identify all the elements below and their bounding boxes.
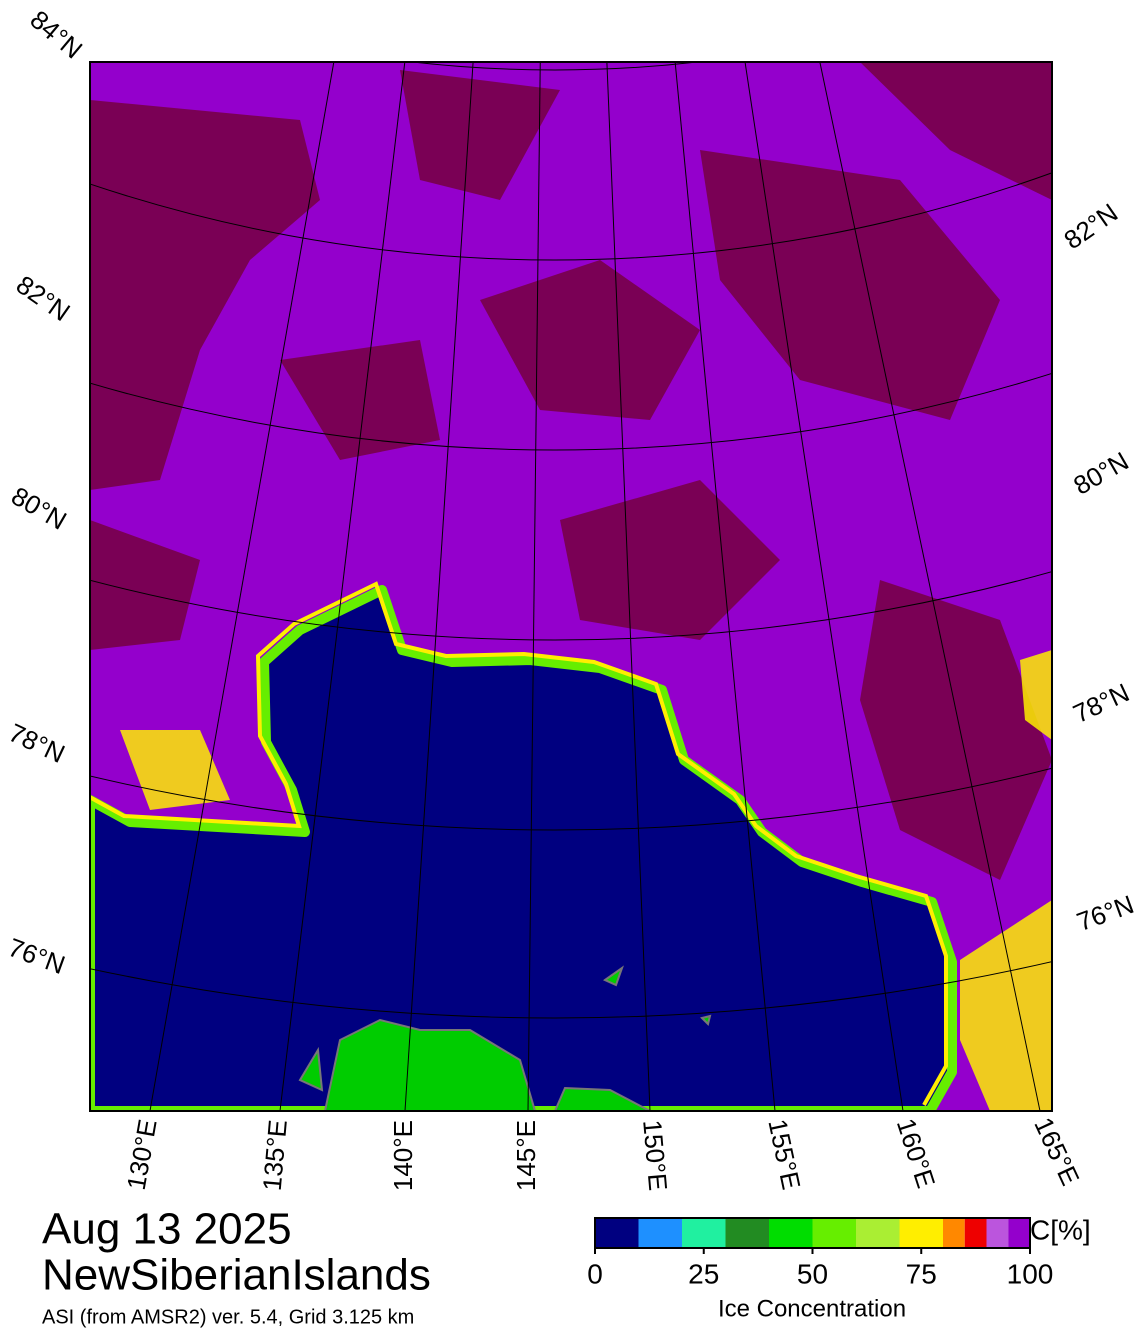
lat-label: 76°N xyxy=(4,932,69,980)
meridian xyxy=(819,62,1041,1111)
colorbar-unit: C[%] xyxy=(1030,1214,1091,1245)
dense-ice-patches xyxy=(90,62,1052,880)
colorbar-bin xyxy=(812,1218,856,1248)
meridian xyxy=(279,62,406,1111)
lat-label: 80°N xyxy=(6,481,71,536)
source: ASI (from AMSR2) ver. 5.4, Grid 3.125 km xyxy=(42,1306,414,1328)
lat-label: 78°N xyxy=(4,717,69,769)
region: NewSiberianIslands xyxy=(42,1251,431,1300)
colorbar-tick-label: 50 xyxy=(797,1258,828,1289)
meridian xyxy=(606,62,651,1111)
lat-label: 82°N xyxy=(1058,197,1123,255)
meridian xyxy=(149,62,335,1111)
lat-label: 82°N xyxy=(11,269,76,327)
lat-label: 76°N xyxy=(1073,889,1138,937)
colorbar-tick-label: 25 xyxy=(688,1258,719,1289)
colorbar-bin xyxy=(899,1218,943,1248)
parallel xyxy=(90,171,1052,261)
lat-label: 78°N xyxy=(1068,677,1133,729)
islands xyxy=(298,965,712,1111)
graticule xyxy=(90,62,1052,1111)
colorbar-title: Ice Concentration xyxy=(718,1295,906,1322)
colorbar-bin xyxy=(638,1218,682,1248)
parallel xyxy=(90,372,1052,451)
colorbar-bin xyxy=(856,1218,900,1248)
colorbar-bin xyxy=(682,1218,726,1248)
parallel xyxy=(410,62,700,71)
colorbar-bin xyxy=(1008,1218,1030,1248)
ice-edge xyxy=(90,581,948,1106)
meridian xyxy=(527,62,541,1111)
colorbar-bin xyxy=(769,1218,813,1248)
lon-label: 155°E xyxy=(762,1116,806,1192)
colorbar-tick-label: 100 xyxy=(1007,1258,1054,1289)
lon-label: 145°E xyxy=(511,1120,541,1191)
lon-label: 135°E xyxy=(257,1119,293,1192)
meridian xyxy=(674,62,776,1111)
lon-label: 160°E xyxy=(891,1115,942,1192)
lon-label: 150°E xyxy=(637,1119,673,1192)
open-water xyxy=(90,585,957,1111)
lat-label: 84°N xyxy=(24,4,88,64)
meridian xyxy=(744,62,904,1111)
lon-label: 140°E xyxy=(388,1120,418,1191)
map-image xyxy=(90,62,1052,1111)
colorbar-bin xyxy=(595,1218,639,1248)
colorbar-bin xyxy=(725,1218,769,1248)
colorbar-bin xyxy=(943,1218,965,1248)
meridian xyxy=(404,62,474,1111)
colorbar-bin xyxy=(986,1218,1009,1248)
lon-label: 130°E xyxy=(121,1117,163,1192)
labels: 84°N 82°N 80°N 78°N 76°N 82°N 80°N 78°N 76°N 130°… xyxy=(4,4,1137,1289)
date: Aug 13 2025 xyxy=(42,1205,292,1254)
colorbar-tick-label: 75 xyxy=(906,1258,937,1289)
colorbar-tick-label: 0 xyxy=(587,1258,603,1289)
colorbar-bin xyxy=(964,1218,987,1248)
lat-label: 80°N xyxy=(1068,446,1133,501)
lon-label: 165°E xyxy=(1028,1113,1085,1190)
map-frame xyxy=(89,61,1053,1112)
